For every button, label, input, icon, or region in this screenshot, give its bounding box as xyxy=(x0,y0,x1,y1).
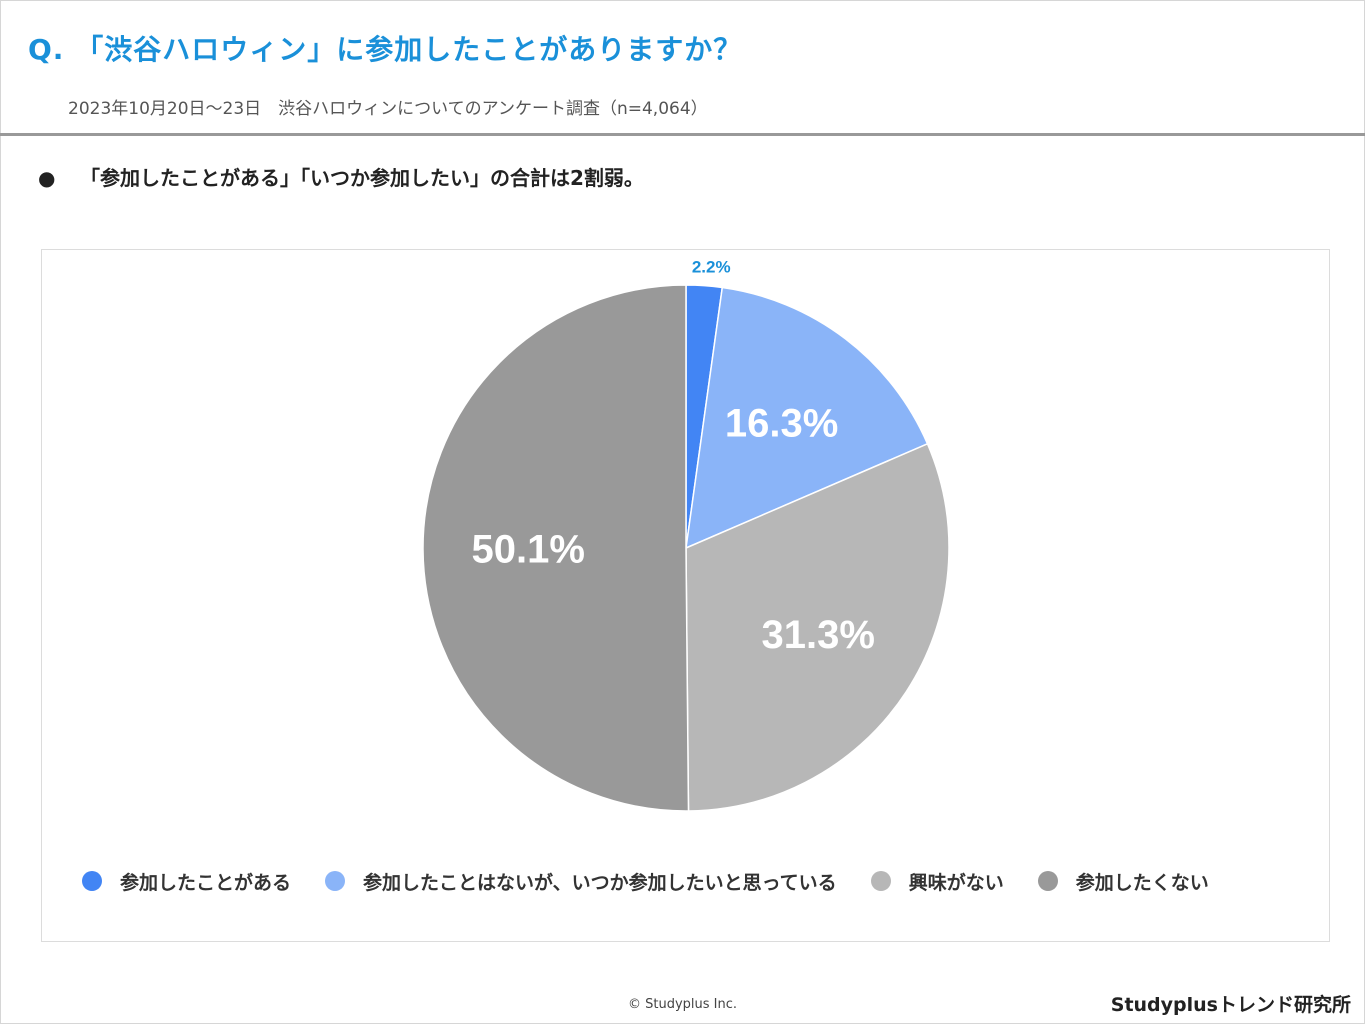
legend-swatch xyxy=(325,871,346,891)
copyright: © Studyplus Inc. xyxy=(627,997,738,1012)
chart-legend: 参加したことがある 参加したことはないが、いつか参加したいと思っている 興味がない 参… xyxy=(82,866,1243,896)
legend-label: 参加したことはないが、いつか参加したいと思っている xyxy=(363,871,837,894)
legend-swatch xyxy=(82,871,102,891)
label-want-to-participate: 16.3% xyxy=(725,401,838,445)
legend-label: 参加したくない xyxy=(1075,871,1209,894)
slice-not-interested xyxy=(685,442,950,812)
legend-not-interested: 興味がない xyxy=(870,868,1004,895)
bullet-dot: ● xyxy=(38,166,56,190)
slice-want-to-participate xyxy=(685,286,929,550)
slice-do-not-want xyxy=(422,284,690,812)
legend-participated: 参加したことがある xyxy=(82,868,291,895)
survey-subtitle: 2023年10月20日〜23日 渋谷ハロウィンについてのアンケート調査（n=4,… xyxy=(68,99,708,119)
label-do-not-want: 50.1% xyxy=(471,528,584,572)
label-not-interested: 31.3% xyxy=(762,613,875,657)
chart-panel xyxy=(41,249,1330,942)
brand-logo: Studyplusトレンド研究所 xyxy=(1110,994,1351,1016)
summary-text: 「参加したことがある」「いつか参加したい」の合計は2割弱。 xyxy=(80,166,644,190)
legend-swatch xyxy=(870,871,891,891)
legend-label: 参加したことがある xyxy=(120,871,292,894)
summary-line: ● 「参加したことがある」「いつか参加したい」の合計は2割弱。 xyxy=(38,162,644,191)
header-divider xyxy=(0,133,1365,136)
legend-swatch xyxy=(1037,871,1058,891)
legend-want-to-participate: 参加したことはないが、いつか参加したいと思っている xyxy=(325,868,837,895)
page-title: Q. 「渋谷ハロウィン」に参加したことがありますか？ xyxy=(28,33,743,66)
label-participated: 2.2% xyxy=(692,258,731,277)
legend-label: 興味がない xyxy=(908,871,1004,894)
legend-do-not-want: 参加したくない xyxy=(1037,868,1209,895)
